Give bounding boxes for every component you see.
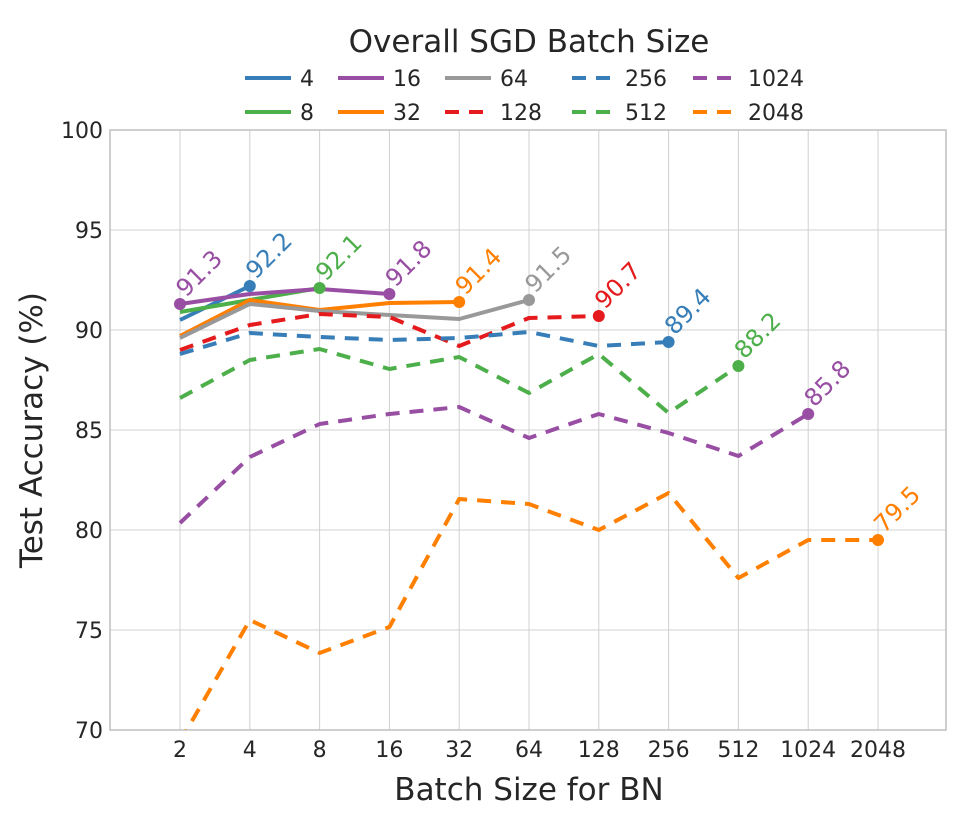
end-point-256: [662, 336, 675, 348]
legend-label: 1024: [748, 67, 804, 92]
legend-label: 8: [300, 101, 314, 126]
legend-label: 16: [393, 67, 421, 92]
end-label-512: 88.2: [729, 307, 787, 365]
y-tick-label: 90: [75, 319, 103, 344]
x-tick-label: 2: [173, 738, 187, 763]
x-tick-label: 64: [515, 738, 543, 763]
series-line-512: [179, 347, 740, 415]
legend-item-1024: 1024: [693, 67, 804, 92]
series-line-64: [179, 298, 530, 340]
end-label-8: 92.1: [310, 229, 368, 287]
y-axis-label: Test Accuracy (%): [14, 292, 50, 569]
legend-item-8: 8: [245, 101, 314, 126]
x-tick-label: 8: [313, 738, 327, 763]
end-point-4: [243, 280, 256, 292]
series-line-16: [179, 287, 390, 306]
legend-label: 32: [393, 101, 421, 126]
end-label-64: 91.5: [519, 241, 577, 299]
x-tick-label: 256: [648, 738, 690, 763]
start-label-16: 91.3: [170, 245, 228, 303]
legend-item-256: 256: [572, 67, 667, 92]
x-tick-label: 128: [578, 738, 620, 763]
legend-label: 512: [625, 101, 667, 126]
series-line-2048: [184, 491, 878, 730]
legend-label: 64: [500, 67, 528, 92]
x-tick-label: 32: [445, 738, 473, 763]
series-line-4: [179, 284, 251, 322]
legend-item-4: 4: [245, 67, 314, 92]
legend-label: 2048: [748, 101, 804, 126]
plot-frame: [109, 129, 947, 731]
legend-item-512: 512: [572, 101, 667, 126]
y-tick-label: 75: [75, 619, 103, 644]
end-point-32: [453, 296, 466, 308]
y-tick-label: 85: [75, 419, 103, 444]
end-label-1024: 85.8: [799, 355, 857, 413]
end-label-256: 89.4: [659, 283, 717, 341]
x-axis: 2 4 8 16 32 64 128 256 512 1024 2048: [173, 738, 906, 763]
legend: 4 8 16 32 64 128 256 512 1024 2048: [245, 67, 804, 126]
x-tick-label: 16: [375, 738, 403, 763]
end-label-128: 90.7: [589, 257, 647, 315]
end-label-16: 91.8: [380, 235, 438, 293]
end-point-2048: [872, 534, 884, 546]
y-tick-label: 95: [75, 219, 103, 244]
grid: [110, 129, 946, 731]
legend-item-2048: 2048: [693, 101, 804, 126]
end-point-1024: [802, 408, 815, 420]
y-tick-label: 100: [61, 119, 103, 144]
series-group: [178, 284, 878, 730]
legend-label: 256: [625, 67, 667, 92]
end-point-64: [523, 294, 535, 306]
y-tick-label: 70: [75, 719, 103, 744]
legend-label: 128: [500, 101, 542, 126]
end-labels: 92.2 92.1 91.8 91.3 91.4 91.5 90.7 89.4 88.285.8…: [170, 227, 926, 546]
end-point-8: [313, 282, 326, 294]
series-line-1024: [178, 405, 810, 525]
start-point-16: [174, 298, 186, 310]
end-point-128: [592, 310, 605, 322]
x-tick-label: 1024: [780, 738, 836, 763]
x-axis-label: Batch Size for BN: [394, 772, 663, 808]
legend-item-128: 128: [445, 101, 542, 126]
x-tick-label: 2048: [850, 738, 906, 763]
legend-item-64: 64: [445, 67, 528, 92]
series-line-256: [179, 330, 669, 356]
end-point-16: [383, 288, 396, 300]
y-axis: 70 75 80 85 90 95 100: [61, 119, 103, 744]
end-label-4: 92.2: [240, 227, 298, 285]
y-tick-label: 80: [75, 519, 103, 544]
end-point-512: [732, 360, 745, 372]
end-label-32: 91.4: [450, 243, 508, 301]
x-tick-label: 512: [717, 738, 759, 763]
legend-label: 4: [300, 67, 314, 92]
series-line-128: [179, 312, 599, 352]
legend-item-16: 16: [338, 67, 421, 92]
legend-item-32: 32: [338, 101, 421, 126]
chart-title: Overall SGD Batch Size: [349, 24, 710, 60]
x-tick-label: 4: [243, 738, 257, 763]
